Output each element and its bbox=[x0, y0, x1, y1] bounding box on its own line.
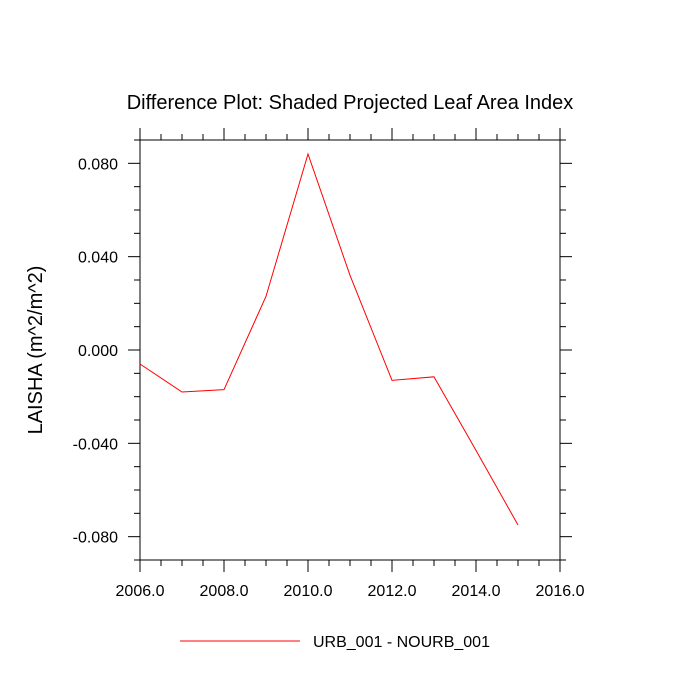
legend-label: URB_001 - NOURB_001 bbox=[313, 634, 490, 651]
y-tick-label: -0.040 bbox=[73, 436, 118, 453]
series-line bbox=[139, 152, 519, 526]
x-tick-label: 2012.0 bbox=[368, 583, 417, 600]
y-tick-label: -0.080 bbox=[73, 530, 118, 547]
axis-ticks bbox=[128, 128, 572, 572]
x-tick-label: 2010.0 bbox=[284, 583, 333, 600]
y-tick-label: 0.000 bbox=[78, 343, 118, 360]
tick-labels: 2006.0 2008.0 2010.0 2012.0 2014.0 2016.0 -0.0… bbox=[73, 156, 585, 600]
y-axis-title: LAISHA (m^2/m^2) bbox=[25, 266, 47, 435]
x-tick-label: 2008.0 bbox=[200, 583, 249, 600]
x-tick-label: 2016.0 bbox=[536, 583, 585, 600]
legend: URB_001 - NOURB_001 bbox=[180, 634, 490, 651]
x-tick-label: 2014.0 bbox=[452, 583, 501, 600]
x-tick-label: 2006.0 bbox=[116, 583, 165, 600]
series-layer bbox=[139, 152, 519, 526]
chart-title: Difference Plot: Shaded Projected Leaf A… bbox=[127, 92, 574, 114]
y-tick-label: 0.040 bbox=[78, 250, 118, 267]
plot-frame bbox=[139, 139, 561, 561]
y-tick-label: 0.080 bbox=[78, 156, 118, 173]
